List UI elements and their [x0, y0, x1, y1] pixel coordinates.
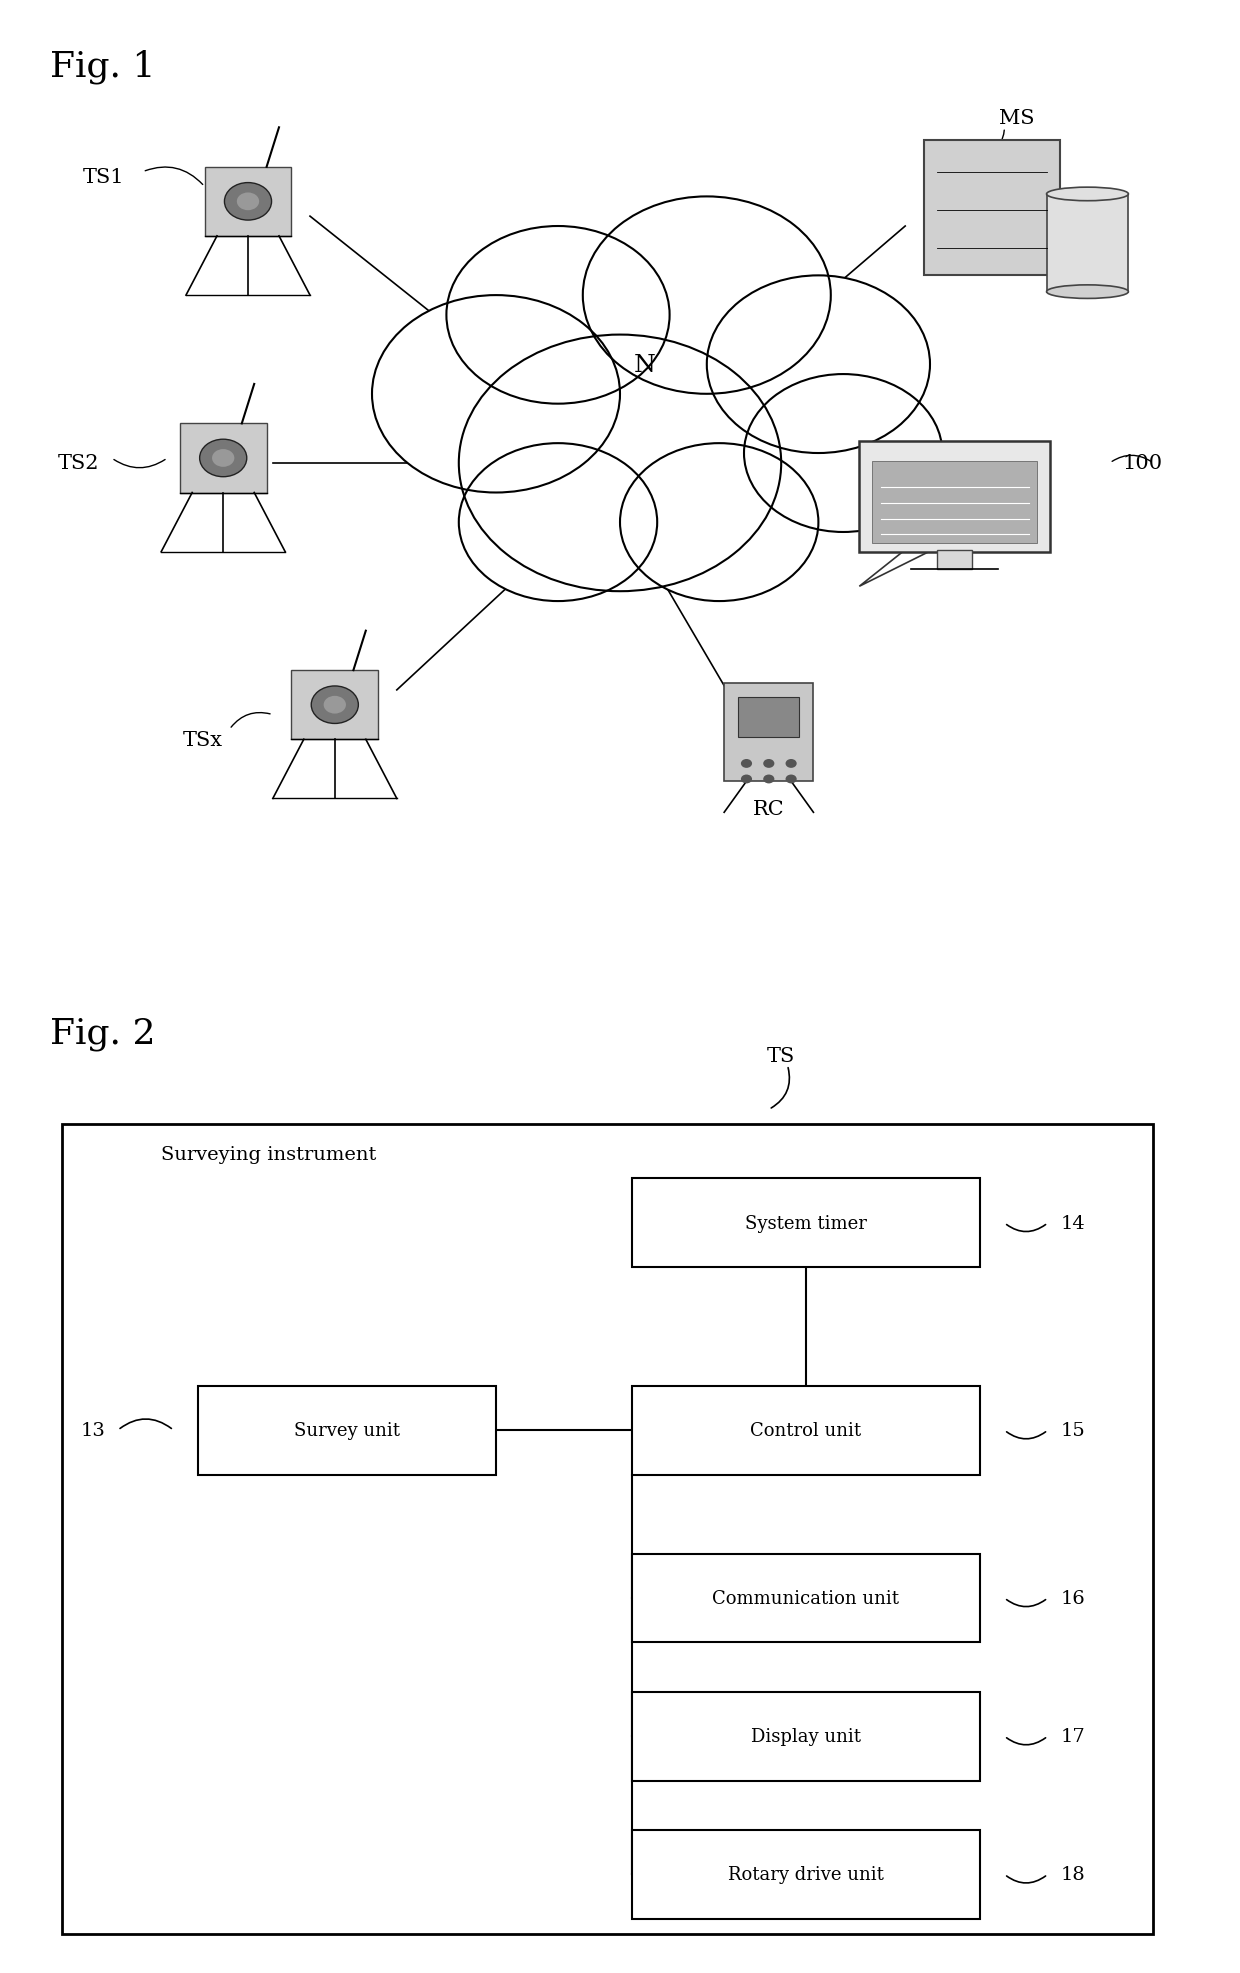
Circle shape — [786, 775, 797, 783]
Circle shape — [620, 444, 818, 602]
Circle shape — [224, 183, 272, 221]
Text: 15: 15 — [1060, 1421, 1085, 1440]
FancyBboxPatch shape — [859, 442, 1050, 552]
Circle shape — [446, 227, 670, 404]
FancyBboxPatch shape — [632, 1387, 980, 1476]
Circle shape — [372, 296, 620, 493]
Text: 16: 16 — [1060, 1588, 1085, 1608]
Text: 100: 100 — [1122, 454, 1162, 474]
Circle shape — [744, 375, 942, 533]
Circle shape — [583, 197, 831, 395]
Circle shape — [237, 193, 259, 211]
Text: TSx: TSx — [184, 730, 223, 750]
Text: 18: 18 — [1060, 1864, 1085, 1884]
Circle shape — [459, 444, 657, 602]
Circle shape — [742, 760, 751, 767]
FancyBboxPatch shape — [198, 1387, 496, 1476]
Circle shape — [311, 687, 358, 724]
Circle shape — [742, 775, 751, 783]
Circle shape — [459, 335, 781, 592]
FancyBboxPatch shape — [632, 1691, 980, 1780]
Circle shape — [707, 276, 930, 454]
Circle shape — [763, 760, 774, 767]
Text: TS2: TS2 — [58, 454, 99, 474]
Ellipse shape — [1047, 286, 1128, 300]
Text: RC: RC — [753, 799, 785, 819]
FancyBboxPatch shape — [291, 671, 378, 740]
Circle shape — [200, 440, 247, 477]
FancyBboxPatch shape — [873, 462, 1037, 545]
FancyBboxPatch shape — [180, 424, 267, 493]
FancyBboxPatch shape — [1047, 195, 1128, 292]
Text: TS: TS — [768, 1046, 795, 1065]
Text: Display unit: Display unit — [751, 1726, 861, 1746]
FancyBboxPatch shape — [205, 168, 291, 237]
Text: MS: MS — [999, 109, 1034, 128]
Text: TS1: TS1 — [82, 168, 124, 187]
Polygon shape — [859, 552, 929, 588]
FancyBboxPatch shape — [632, 1555, 980, 1642]
Circle shape — [212, 450, 234, 468]
FancyBboxPatch shape — [937, 550, 972, 570]
Text: N: N — [634, 353, 656, 377]
Text: Communication unit: Communication unit — [713, 1588, 899, 1608]
Text: Surveying instrument: Surveying instrument — [161, 1144, 377, 1164]
FancyBboxPatch shape — [724, 685, 813, 781]
Circle shape — [763, 775, 774, 783]
Text: System timer: System timer — [745, 1213, 867, 1233]
Circle shape — [324, 696, 346, 714]
Text: 14: 14 — [1060, 1213, 1085, 1233]
Text: Fig. 2: Fig. 2 — [50, 1016, 155, 1050]
Text: 13: 13 — [81, 1421, 105, 1440]
Text: Rotary drive unit: Rotary drive unit — [728, 1864, 884, 1884]
Text: 17: 17 — [1060, 1726, 1085, 1746]
FancyBboxPatch shape — [924, 140, 1060, 276]
Text: Fig. 1: Fig. 1 — [50, 49, 155, 83]
Text: Control unit: Control unit — [750, 1421, 862, 1440]
Text: Survey unit: Survey unit — [294, 1421, 401, 1440]
FancyBboxPatch shape — [632, 1180, 980, 1269]
FancyBboxPatch shape — [738, 698, 800, 738]
Circle shape — [786, 760, 797, 767]
FancyBboxPatch shape — [632, 1831, 980, 1918]
Ellipse shape — [1047, 187, 1128, 201]
FancyBboxPatch shape — [62, 1125, 1153, 1934]
